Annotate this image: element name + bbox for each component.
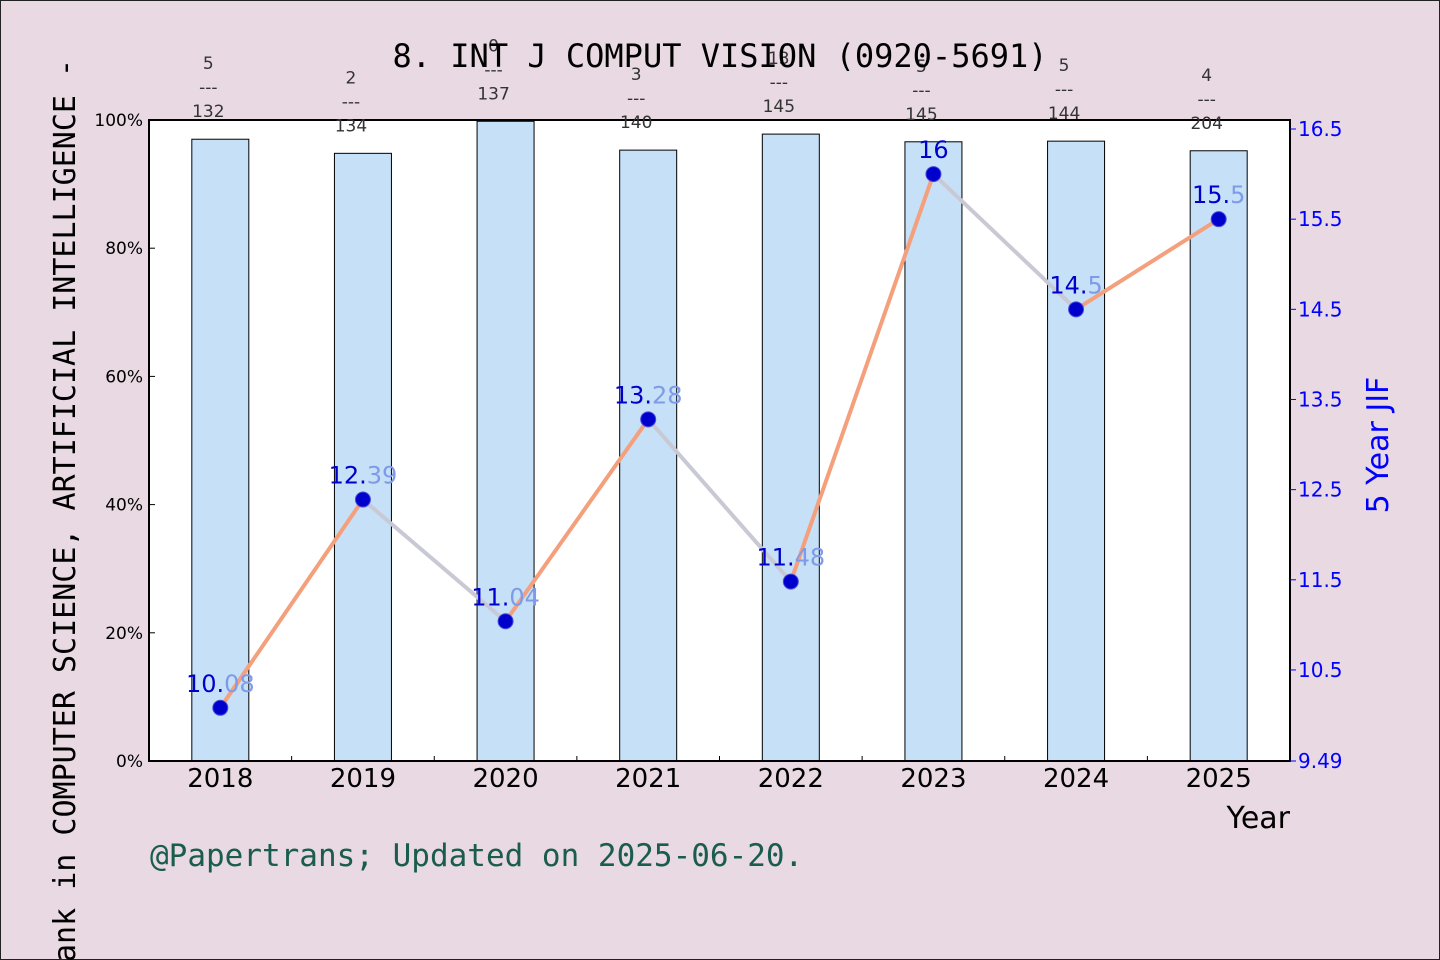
chart-title: 8. INT J COMPUT VISION (0920-5691) [392,37,1047,75]
x-tick-label: 2022 [758,764,824,794]
bar-2018 [191,138,250,762]
footer-note: @Papertrans; Updated on 2025-06-20. [150,838,803,874]
rank-separator-2022: --- [770,73,788,93]
bar-2020 [476,120,535,762]
line-segment-2019 [360,497,508,624]
marker-2021 [640,411,657,428]
right-tick-label: 12.5 [1298,478,1343,502]
rank-denominator-2024: 144 [1048,104,1080,124]
left-axis-label: ank in COMPUTER SCIENCE, ARTIFICIAL INTE… [48,59,83,960]
rank-separator-2023: --- [912,81,930,101]
rank-separator-2021: --- [627,89,645,109]
rank-numerator-2025: 4 [1201,66,1212,86]
rank-separator-2024: --- [1055,80,1073,100]
rank-numerator-2023: 5 [916,57,927,77]
bar-2021 [619,149,678,762]
line-segment-2022 [788,172,936,584]
x-tick-label: 2024 [1043,764,1109,794]
marker-2020 [497,613,514,630]
right-tick-label: 11.5 [1298,568,1343,592]
line-segment-2024 [1074,217,1221,312]
line-segment-2021 [646,417,793,584]
rank-numerator-2018: 5 [203,54,214,74]
bar-2019 [333,152,392,762]
marker-2025 [1210,211,1227,228]
marker-2023 [925,166,942,183]
marker-2024 [1068,301,1085,318]
line-segment-2018 [218,497,365,710]
marker-2018 [212,699,229,716]
value-label-2019: 12.39 [329,462,398,490]
jif-markers [212,166,1227,716]
line-segment-2020 [503,417,651,624]
value-label-2024: 14.5 [1049,271,1102,299]
right-axis-ticks: 9.49 10.5 11.5 12.5 13.5 14.5 15.5 16.5 [1290,117,1343,773]
left-tick-label: 60% [105,367,143,387]
rank-separator-2019: --- [342,92,360,112]
x-tick-label: 2021 [615,764,681,794]
bar-2024 [1047,140,1106,762]
rank-denominator-2022: 145 [763,97,795,117]
value-label-2022: 11.48 [756,544,825,572]
rank-denominator-2025: 204 [1190,114,1222,134]
x-tick-label: 2020 [472,764,538,794]
left-tick-label: 40% [105,496,143,516]
marker-2019 [354,491,371,508]
value-label-2020: 11.04 [471,583,540,611]
x-tick-label: 2019 [330,764,396,794]
left-tick-label: 100% [94,111,143,131]
x-tick-label: 2025 [1186,764,1252,794]
bar-2022 [761,133,820,762]
left-axis-ticks: 0% 20% 40% 60% 80% 100% [94,111,155,772]
right-axis-label: 5 Year JIF [1361,377,1396,514]
rank-denominator-2018: 132 [192,102,224,122]
rank-separator-2020: --- [484,60,502,80]
line-segment-2023 [931,172,1079,312]
right-tick-label: 14.5 [1298,297,1343,321]
right-tick-label: 16.5 [1298,117,1343,141]
x-axis-ticks: 2018 2019 2020 2021 2022 2023 2024 2025 [148,756,1252,794]
bar-2025 [1189,150,1248,762]
rank-numerator-2019: 2 [346,68,357,88]
rank-denominator-2021: 140 [620,113,652,133]
value-label-2023: 16 [918,136,949,164]
bar-2023 [904,141,963,762]
right-tick-label: 15.5 [1298,207,1343,231]
rank-numerator-2020: 0 [488,36,499,56]
rank-numerator-2021: 3 [631,65,642,85]
rank-denominator-2020: 137 [477,84,509,104]
rank-separator-2025: --- [1197,90,1215,110]
rank-labels: 5 --- 132 2 --- 134 0 --- 137 3 --- 140 13 --- 145 5 ---… [192,36,1223,136]
right-tick-label: 10.5 [1298,658,1343,682]
jif-value-labels: 10.08 12.39 11.04 13.28 11.48 16 14.5 15.5 [186,136,1245,698]
rank-numerator-2024: 5 [1059,56,1070,76]
left-tick-label: 20% [105,624,143,644]
marker-2022 [782,573,799,590]
right-tick-label: 9.49 [1298,749,1343,773]
rank-numerator-2022: 13 [768,49,790,69]
x-tick-label: 2023 [900,764,966,794]
rank-separator-2018: --- [199,78,217,98]
x-tick-label: 2018 [187,764,253,794]
jif-line-series [218,172,1221,710]
right-tick-label: 13.5 [1298,387,1343,411]
plot-area [149,120,1290,761]
rank-denominator-2023: 145 [905,105,937,125]
x-axis-label: Year [1225,801,1290,836]
left-tick-label: 80% [105,239,143,259]
rank-denominator-2019: 134 [335,116,367,136]
value-label-2021: 13.28 [614,381,683,409]
value-label-2018: 10.08 [186,670,255,698]
left-tick-label: 0% [116,752,143,772]
value-label-2025: 15.5 [1192,181,1245,209]
